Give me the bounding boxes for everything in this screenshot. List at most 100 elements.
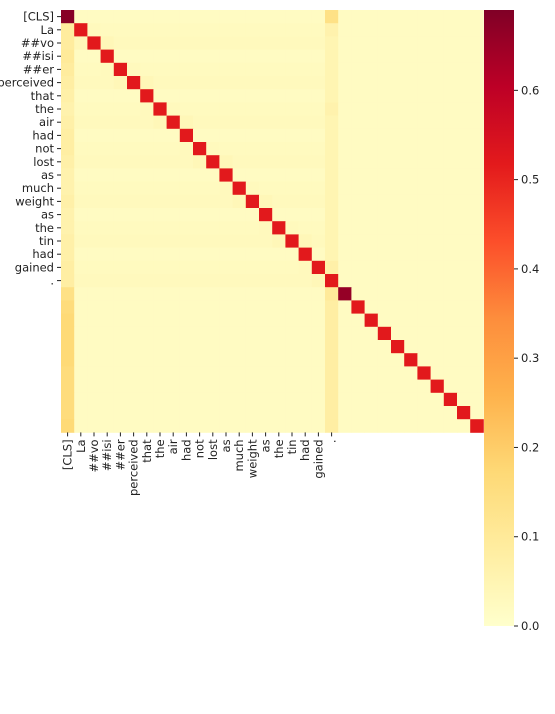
y-tick-label: had: [32, 128, 54, 142]
heatmap-cell: [325, 142, 339, 156]
heatmap-cell: [179, 155, 194, 169]
heatmap-cell: [338, 221, 352, 235]
heatmap-cell: [443, 62, 458, 77]
heatmap-cell: [193, 287, 207, 301]
heatmap-cell: [113, 89, 128, 103]
heatmap-cell: [219, 168, 233, 182]
heatmap-cell: [364, 353, 379, 367]
heatmap-cell: [87, 287, 101, 301]
heatmap-cell: [443, 23, 458, 37]
heatmap-cell: [285, 62, 299, 77]
heatmap-cell: [377, 115, 392, 130]
heatmap-cell: [430, 62, 445, 77]
heatmap-cell: [457, 379, 471, 394]
heatmap-cell: [245, 36, 260, 50]
heatmap-cell: [179, 392, 194, 407]
heatmap-cell: [206, 36, 220, 50]
heatmap-cell: [338, 194, 352, 209]
heatmap-cell: [364, 406, 379, 420]
heatmap-cell: [391, 313, 405, 328]
heatmap-cell: [377, 89, 392, 103]
heatmap-cell: [127, 287, 141, 301]
heatmap-cell: [140, 392, 154, 407]
heatmap-cell: [74, 221, 88, 235]
heatmap-cell: [457, 366, 471, 380]
heatmap-cell: [364, 326, 379, 341]
heatmap-cell: [417, 274, 431, 288]
heatmap-cell: [245, 274, 260, 288]
heatmap-cell: [351, 406, 365, 420]
heatmap-cell: [325, 366, 339, 380]
heatmap-cell: [325, 181, 339, 196]
heatmap-cell: [272, 128, 286, 143]
heatmap-cell: [351, 89, 365, 103]
heatmap-cell: [391, 234, 405, 248]
heatmap-cell: [457, 142, 471, 156]
heatmap-cell: [232, 128, 247, 143]
heatmap-cell: [193, 115, 207, 130]
heatmap-cell: [364, 155, 379, 169]
heatmap-cell: [113, 313, 128, 328]
heatmap-cell: [325, 300, 339, 314]
heatmap-cell: [179, 326, 194, 341]
heatmap-cell: [391, 353, 405, 367]
heatmap-cell: [298, 326, 313, 341]
heatmap-cell: [74, 10, 88, 24]
heatmap-cell: [166, 194, 181, 209]
heatmap-cell: [140, 168, 154, 182]
heatmap-cell: [285, 168, 299, 182]
heatmap-cell: [470, 142, 484, 156]
heatmap-cell: [153, 221, 167, 235]
heatmap-cell: [61, 287, 75, 301]
heatmap-cell: [457, 208, 471, 222]
heatmap-cell: [443, 36, 458, 50]
heatmap-cell: [87, 102, 101, 116]
heatmap-cell: [272, 379, 286, 394]
heatmap-cell: [206, 208, 220, 222]
heatmap-cell: [325, 379, 339, 394]
heatmap-cell: [219, 260, 233, 275]
heatmap-cell: [219, 221, 233, 235]
colorbar-tick-label: 0.1: [521, 530, 539, 544]
heatmap-cell: [391, 62, 405, 77]
heatmap-cell: [298, 366, 313, 380]
heatmap-cell: [377, 300, 392, 314]
heatmap-cell: [417, 260, 431, 275]
heatmap-cell: [100, 221, 115, 235]
heatmap-cell: [430, 274, 445, 288]
heatmap-cell: [206, 194, 220, 209]
heatmap-cell: [193, 247, 207, 262]
heatmap-cell: [87, 326, 101, 341]
heatmap-cell: [470, 247, 484, 262]
heatmap-cell: [259, 406, 273, 420]
heatmap-cell: [61, 168, 75, 182]
heatmap-cell: [219, 10, 233, 24]
heatmap-cell: [391, 366, 405, 380]
heatmap-cell: [259, 340, 273, 354]
heatmap-cell: [74, 379, 88, 394]
heatmap-cell: [377, 142, 392, 156]
heatmap-cell: [127, 10, 141, 24]
heatmap-cell: [232, 36, 247, 50]
heatmap-cell: [404, 340, 418, 354]
heatmap-cell: [338, 247, 352, 262]
heatmap-cell: [259, 62, 273, 77]
heatmap-cell: [206, 234, 220, 248]
heatmap-cell: [351, 128, 365, 143]
heatmap-cell: [351, 115, 365, 130]
heatmap-cell: [245, 313, 260, 328]
heatmap-cell: [193, 419, 207, 433]
heatmap-cell: [113, 247, 128, 262]
heatmap-cell: [166, 392, 181, 407]
heatmap-cell: [219, 300, 233, 314]
heatmap-cell: [193, 300, 207, 314]
heatmap-cell: [285, 194, 299, 209]
heatmap-cell: [166, 168, 181, 182]
heatmap-cell: [470, 102, 484, 116]
heatmap-cell: [206, 181, 220, 196]
heatmap-cell: [325, 326, 339, 341]
heatmap-cell: [140, 313, 154, 328]
heatmap-cell: [193, 181, 207, 196]
heatmap-cell: [285, 23, 299, 37]
heatmap-cell: [430, 340, 445, 354]
